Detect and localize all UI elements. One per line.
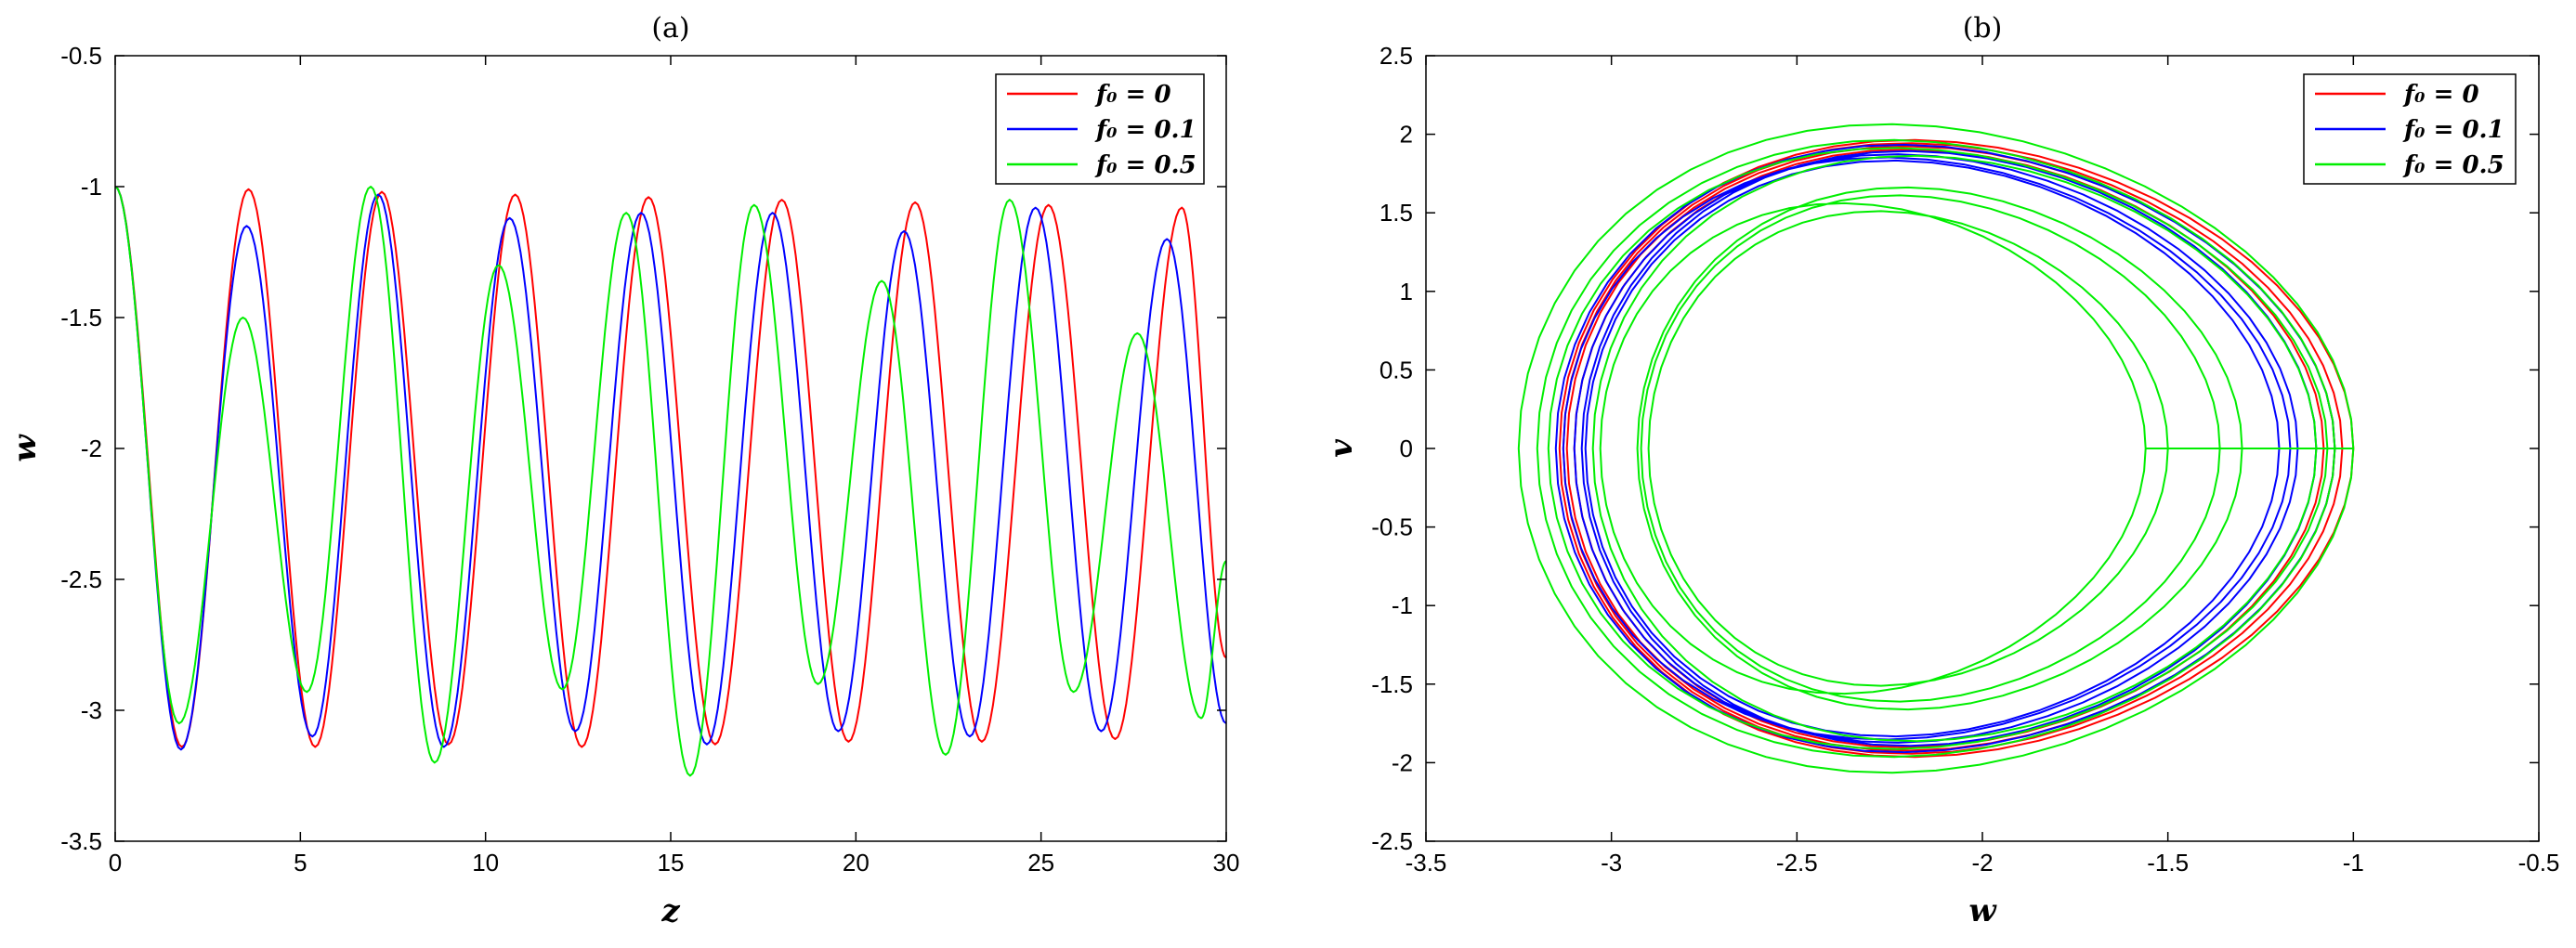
panel-a-series-f-0-1 bbox=[114, 186, 1227, 751]
panel-b-ytick-label: -2 bbox=[1392, 748, 1413, 776]
panel-b-legend-label-f0-01: f₀ = 0.1 bbox=[2402, 116, 2504, 144]
panel-b-ytick-label: -2.5 bbox=[1371, 827, 1413, 855]
panel-a-line-chart: (a) 0 5 10 15 20 25 30 -3.5 -3 -2.5 -2 -1.5 -1 -0.5 z… bbox=[7, 12, 1239, 929]
panel-a-xtick-label: 5 bbox=[294, 849, 307, 877]
panel-a-legend-label-f0-0: f₀ = 0 bbox=[1094, 81, 1171, 109]
panel-a-ylabel: w bbox=[7, 434, 44, 462]
panel-a-plot-area bbox=[114, 186, 1227, 777]
panel-a-ytick-label: -3 bbox=[81, 696, 102, 724]
panel-b-xtick-label: -3.5 bbox=[1406, 849, 1447, 877]
panel-b-legend-label-f0-05: f₀ = 0.5 bbox=[2402, 151, 2504, 179]
panel-b-ytick-label: -1 bbox=[1392, 591, 1413, 619]
panel-b-ytick-label: -0.5 bbox=[1371, 513, 1413, 541]
panel-b-ytick-label: 2.5 bbox=[1380, 42, 1413, 70]
panel-a-ticks: 0 5 10 15 20 25 30 -3.5 -3 -2.5 -2 -1.5 -1 -0.5 bbox=[60, 42, 1239, 877]
panel-b-xtick-label: -2.5 bbox=[1776, 849, 1818, 877]
panel-a-ytick-label: -1.5 bbox=[60, 304, 102, 331]
panel-b-ytick-label: 0.5 bbox=[1380, 356, 1413, 383]
panel-b-xtick-label: -3 bbox=[1601, 849, 1622, 877]
panel-a-xtick-label: 0 bbox=[109, 849, 122, 877]
panel-a-series-f-0 bbox=[114, 186, 1227, 748]
panel-a-ytick-label: -0.5 bbox=[60, 42, 102, 70]
panel-b-ytick-label: -1.5 bbox=[1371, 670, 1413, 698]
panel-a-series-f-0-5 bbox=[114, 186, 1227, 777]
panel-b-xtick-label: -1 bbox=[2343, 849, 2364, 877]
panel-a-xlabel: z bbox=[660, 892, 680, 929]
panel-b-xtick-label: -0.5 bbox=[2518, 849, 2560, 877]
panel-b-ytick-label: 1.5 bbox=[1380, 199, 1413, 227]
panel-b-legend: f₀ = 0 f₀ = 0.1 f₀ = 0.5 bbox=[2303, 73, 2517, 185]
panel-a-title: (a) bbox=[651, 12, 689, 45]
panel-b-ytick-label: 0 bbox=[1400, 435, 1413, 462]
panel-b-series-f-0-1 bbox=[1554, 143, 2336, 754]
panel-a-ytick-label: -1 bbox=[81, 173, 102, 201]
panel-a-xtick-label: 20 bbox=[843, 849, 870, 877]
panel-b-xtick-label: -2 bbox=[1971, 849, 1993, 877]
panel-a-ytick-label: -3.5 bbox=[60, 827, 102, 855]
panel-b-ylabel: v bbox=[1323, 438, 1360, 458]
panel-a-legend-label-f0-05: f₀ = 0.5 bbox=[1094, 151, 1196, 179]
panel-a-legend-label-f0-01: f₀ = 0.1 bbox=[1094, 116, 1196, 144]
panel-a-ytick-label: -2.5 bbox=[60, 565, 102, 593]
panel-a-xtick-label: 25 bbox=[1027, 849, 1054, 877]
panel-b-ytick-label: 2 bbox=[1400, 121, 1413, 149]
panel-a-ytick-label: -2 bbox=[81, 435, 102, 462]
panel-b-title: (b) bbox=[1963, 12, 2003, 45]
panel-a-legend: f₀ = 0 f₀ = 0.1 f₀ = 0.5 bbox=[995, 73, 1205, 185]
panel-b-xtick-label: -1.5 bbox=[2147, 849, 2189, 877]
panel-a-xtick-label: 15 bbox=[658, 849, 685, 877]
panel-b-series-f-0-5 bbox=[1517, 123, 2355, 774]
panel-b-phase-portrait: (b) -3.5 -3 -2.5 -2 -1.5 -1 -0.5 -2.5 -2 -1.5 -1 -0… bbox=[1323, 12, 2559, 929]
panel-b-ticks: -3.5 -3 -2.5 -2 -1.5 -1 -0.5 -2.5 -2 -1.5 -1 -0.5 0 0… bbox=[1371, 42, 2559, 877]
panel-b-plot-area bbox=[1517, 123, 2355, 774]
panel-b-ytick-label: 1 bbox=[1400, 278, 1413, 305]
panel-a-xtick-label: 30 bbox=[1213, 849, 1240, 877]
panel-b-xlabel: w bbox=[1968, 892, 1997, 929]
panel-a-xtick-label: 10 bbox=[472, 849, 499, 877]
panel-b-legend-label-f0-0: f₀ = 0 bbox=[2402, 81, 2479, 109]
